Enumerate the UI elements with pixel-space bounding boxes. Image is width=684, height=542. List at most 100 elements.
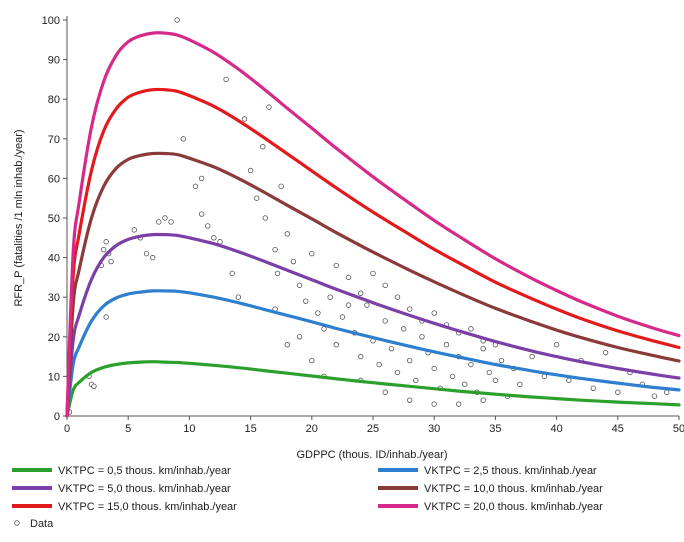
data-point xyxy=(358,290,364,296)
data-point xyxy=(260,144,266,150)
data-point xyxy=(498,357,505,364)
y-tick-label: 100 xyxy=(42,15,60,27)
data-point xyxy=(388,345,395,352)
data-point xyxy=(541,373,548,380)
data-point xyxy=(180,136,186,142)
data-point xyxy=(468,361,474,368)
y-tick-label: 50 xyxy=(48,213,60,225)
data-point xyxy=(468,326,474,332)
data-point xyxy=(290,258,297,265)
data-point xyxy=(651,393,658,399)
x-tick-label: 0 xyxy=(64,423,70,435)
data-point xyxy=(529,353,535,360)
data-point xyxy=(262,215,268,221)
data-point xyxy=(247,167,254,174)
data-point xyxy=(168,219,174,225)
data-point xyxy=(198,211,205,217)
data-point xyxy=(211,235,217,241)
data-point xyxy=(192,183,199,190)
data-point xyxy=(131,227,138,233)
data-point xyxy=(394,369,401,376)
axes: 0 10 20 30 40 50 60 70 80 90 100 0 5 10 15 20 25 30 35 40 45… xyxy=(42,15,684,435)
legend-label: VKTPC = 15,0 thous. km/inhab./year xyxy=(58,501,237,513)
data-point xyxy=(235,294,242,300)
data-point xyxy=(602,349,609,356)
data-point xyxy=(205,223,211,229)
legend-label-data: Data xyxy=(30,518,54,530)
data-point xyxy=(431,401,437,407)
data-point xyxy=(407,397,413,403)
data-point xyxy=(553,342,560,348)
data-point xyxy=(309,250,315,257)
data-point xyxy=(198,175,205,182)
data-point xyxy=(315,310,321,316)
y-tick-label: 40 xyxy=(48,253,60,265)
x-tick-label: 45 xyxy=(612,423,624,435)
series-line-4 xyxy=(65,151,681,418)
series-line-6 xyxy=(65,31,681,418)
data-point xyxy=(431,365,437,372)
data-point xyxy=(492,377,499,384)
data-point xyxy=(296,334,303,340)
y-axis-title-group: RFR_P (fatalities /1 mln inhab./year) xyxy=(13,129,25,306)
y-tick-label: 80 xyxy=(48,94,60,106)
data-point xyxy=(443,342,450,348)
data-point xyxy=(278,183,284,190)
y-tick-label: 90 xyxy=(48,55,60,67)
x-tick-label: 10 xyxy=(183,423,195,435)
data-point xyxy=(382,389,388,395)
data-point xyxy=(103,314,109,320)
data-point xyxy=(358,353,364,360)
data-point xyxy=(382,318,388,324)
data-point xyxy=(302,298,309,304)
data-point xyxy=(272,246,278,253)
data-point xyxy=(376,361,382,368)
data-point xyxy=(143,250,150,257)
data-point xyxy=(266,104,272,110)
data-point xyxy=(455,401,462,407)
data-point xyxy=(333,342,339,348)
data-point xyxy=(91,383,97,389)
data-point xyxy=(321,326,327,332)
data-point xyxy=(339,314,346,320)
x-tick-label: 25 xyxy=(367,423,379,435)
data-point xyxy=(345,302,352,308)
legend-label: VKTPC = 20,0 thous. km/inhab./year xyxy=(424,501,603,513)
data-point xyxy=(480,345,486,352)
y-tick-label: 70 xyxy=(48,134,60,146)
data-point xyxy=(407,357,413,364)
series-line-3 xyxy=(65,232,681,418)
data-point xyxy=(449,373,456,380)
y-tick-label: 30 xyxy=(48,292,60,304)
data-point xyxy=(241,116,248,122)
x-tick-label: 15 xyxy=(244,423,256,435)
legend-label: VKTPC = 10,0 thous. km/inhab./year xyxy=(424,483,603,495)
data-point xyxy=(274,270,281,277)
data-point xyxy=(486,369,492,376)
data-point xyxy=(370,270,376,277)
data-point xyxy=(462,381,468,388)
data-point xyxy=(480,397,486,403)
data-point xyxy=(156,219,162,225)
series-line-2 xyxy=(65,289,681,418)
line-series xyxy=(65,31,681,418)
y-tick-label: 10 xyxy=(48,371,60,383)
legend-label: VKTPC = 2,5 thous. km/inhab./year xyxy=(424,465,597,477)
data-point xyxy=(364,302,370,308)
series-line-5 xyxy=(65,87,681,418)
x-tick-label: 50 xyxy=(673,423,684,435)
y-axis-title: RFR_P (fatalities /1 mln inhab./year) xyxy=(13,129,25,306)
legend-data-marker xyxy=(14,520,20,526)
data-point xyxy=(566,377,572,384)
x-tick-label: 35 xyxy=(489,423,501,435)
data-point xyxy=(394,294,401,300)
legend-label: VKTPC = 0,5 thous. km/inhab./year xyxy=(58,465,231,477)
legend: VKTPC = 0,5 thous. km/inhab./year VKTPC =… xyxy=(12,465,603,530)
x-axis-title: GDPPC (thous. ID/inhab./year) xyxy=(296,449,447,461)
x-tick-label: 20 xyxy=(306,423,318,435)
data-point xyxy=(345,274,352,281)
data-point xyxy=(108,258,114,265)
data-point xyxy=(382,282,388,289)
data-point xyxy=(419,334,425,340)
